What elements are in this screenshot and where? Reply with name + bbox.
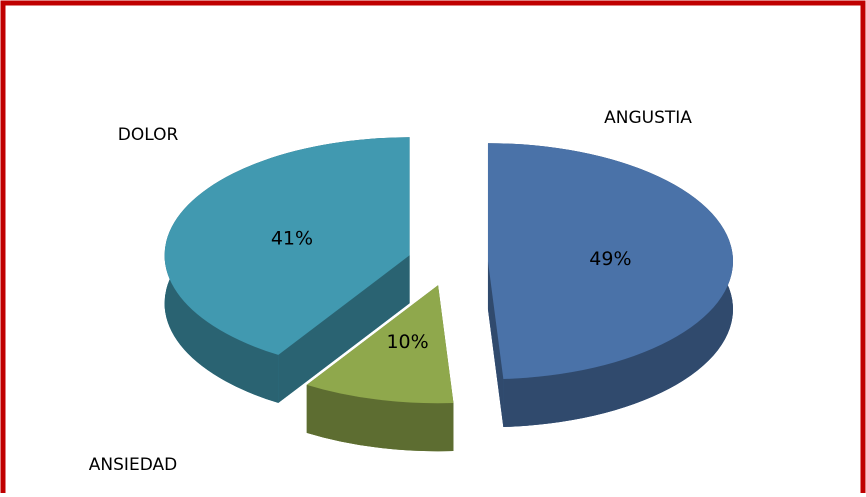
slice-side [278,255,410,403]
value-label: 49% [589,248,631,270]
slice [164,137,410,355]
slice-side [306,384,454,452]
slice [487,143,733,380]
value-label: 41% [271,227,313,249]
category-label: ANGUSTIA [604,108,692,128]
slice [306,285,454,404]
category-label: ANSIEDAD [89,455,177,475]
slice-shade [278,255,410,403]
category-label: DOLOR [118,125,179,145]
value-label: 10% [386,331,428,353]
slice-shade [306,384,454,452]
slice-shade [487,261,504,428]
slice-side [487,261,504,428]
